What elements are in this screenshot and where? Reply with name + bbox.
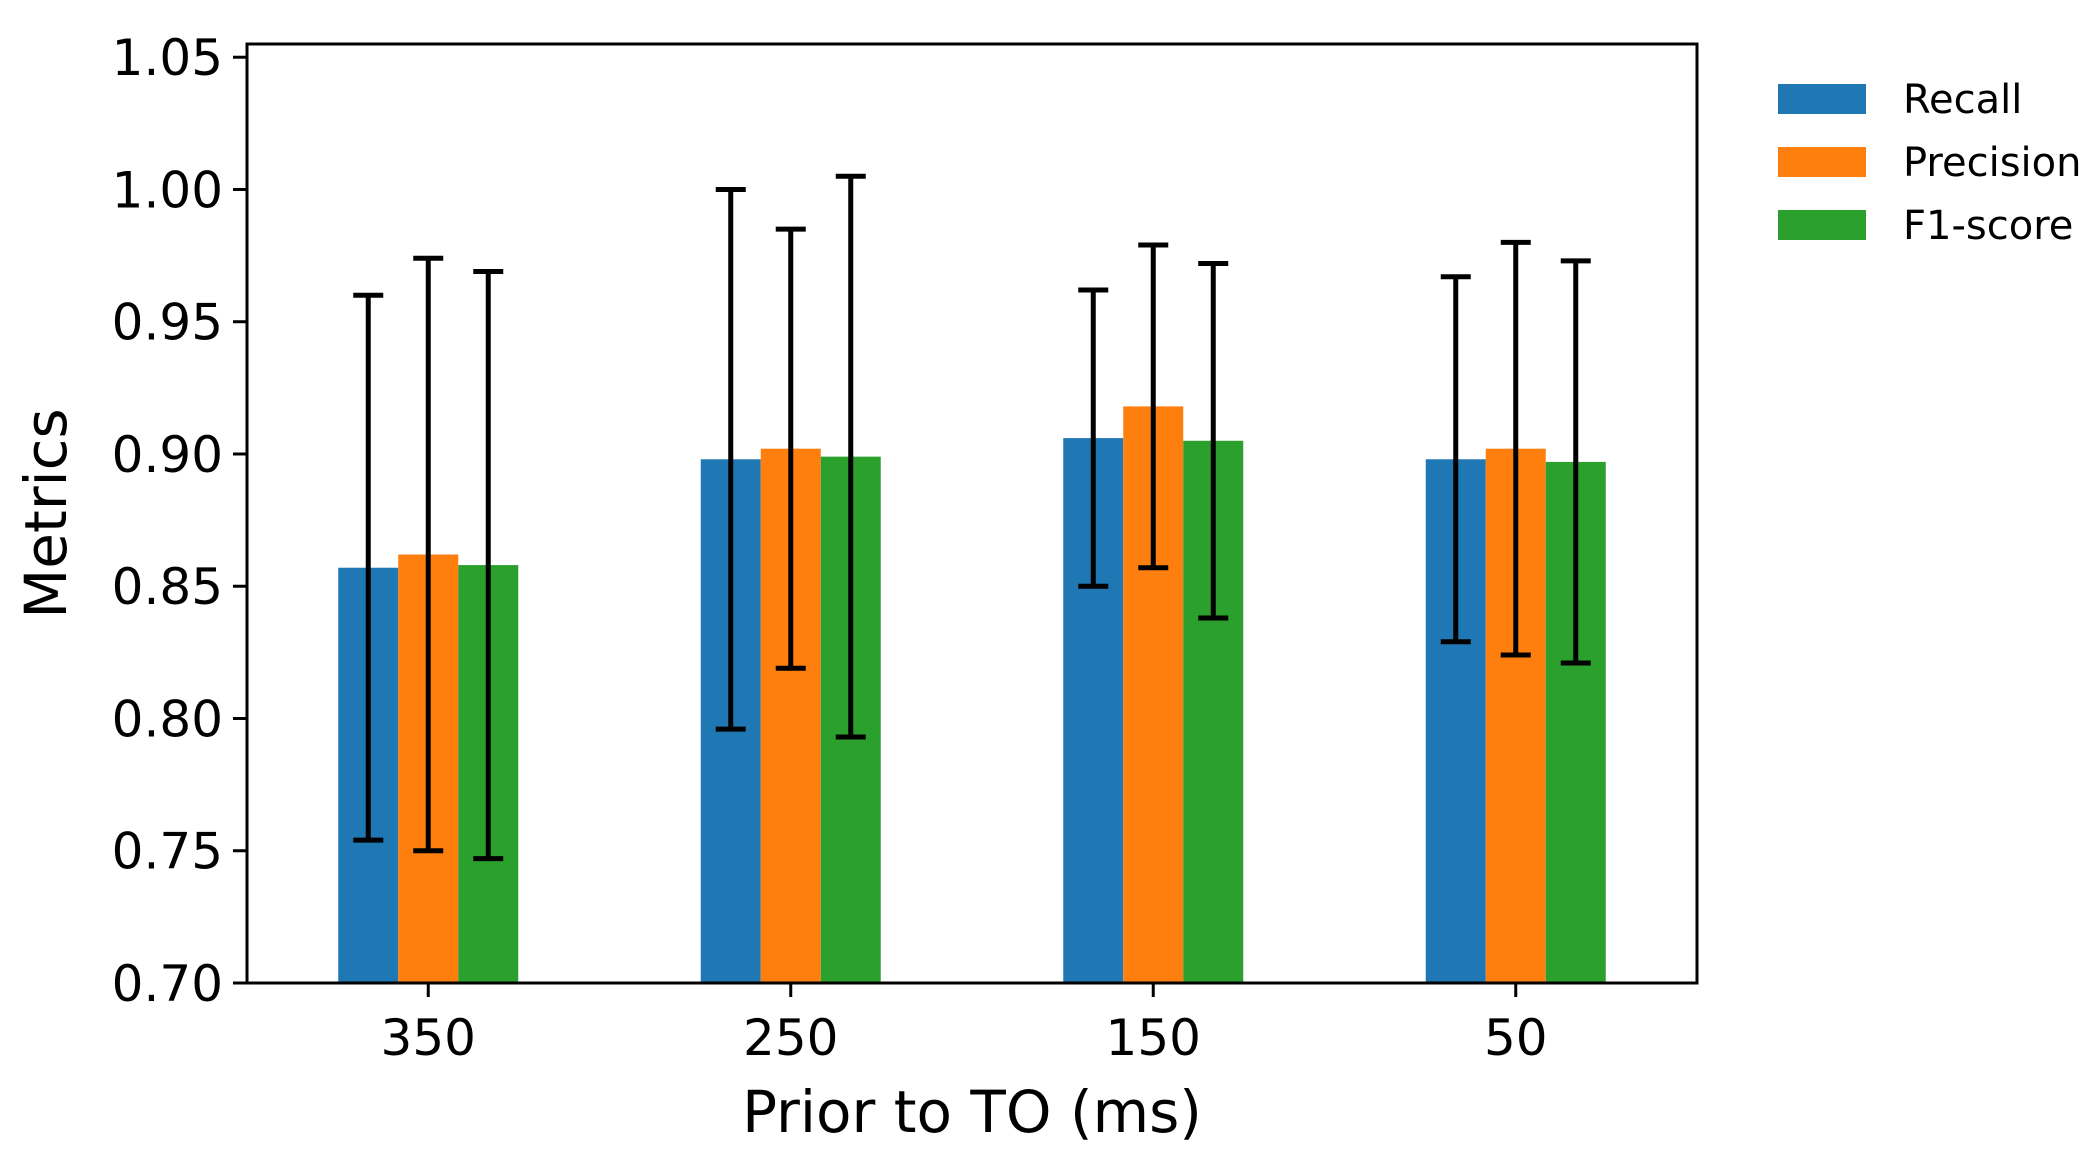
x-tick-label: 250	[743, 1009, 838, 1067]
legend-label: Precision	[1903, 140, 2081, 186]
legend: Recall Precision F1-score	[1778, 77, 2081, 249]
error-bar-precision-250	[775, 226, 806, 671]
y-tick-label: 0.75	[112, 823, 223, 881]
x-tick-label: 350	[381, 1009, 476, 1067]
legend-item-f1-score: F1-score	[1778, 203, 2073, 249]
legend-swatch	[1778, 147, 1866, 177]
error-bar-precision-50	[1500, 239, 1531, 658]
error-bar-recall-350	[353, 292, 384, 843]
legend-swatch	[1778, 84, 1866, 114]
plot-frame	[245, 42, 1699, 985]
y-tick-label: 0.85	[112, 558, 223, 616]
error-bar-f1-score-150	[1198, 261, 1229, 621]
y-tick-label: 0.95	[112, 294, 223, 352]
error-bar-recall-50	[1440, 274, 1471, 645]
error-bar-precision-150	[1138, 242, 1169, 571]
x-tick-label: 150	[1106, 1009, 1201, 1067]
legend-swatch	[1778, 210, 1866, 240]
error-bar-f1-score-50	[1560, 258, 1591, 666]
legend-label: Recall	[1903, 77, 2022, 123]
y-axis-label: Metrics	[12, 408, 80, 619]
legend-item-precision: Precision	[1778, 140, 2081, 186]
error-bar-recall-250	[715, 186, 746, 732]
x-axis-label: Prior to TO (ms)	[742, 1078, 1202, 1146]
error-bar-recall-150	[1078, 287, 1109, 589]
legend-item-recall: Recall	[1778, 77, 2022, 123]
y-tick-label: 0.70	[112, 955, 223, 1013]
error-bars-layer	[353, 173, 1591, 862]
y-tick-label: 0.90	[112, 426, 223, 484]
y-tick-label: 1.05	[112, 29, 223, 87]
error-bar-f1-score-250	[835, 173, 866, 740]
x-axis-ticks: 350 250 150 50	[381, 983, 1548, 1067]
y-tick-label: 1.00	[112, 161, 223, 219]
error-bar-f1-score-350	[473, 268, 504, 862]
y-tick-label: 0.80	[112, 690, 223, 748]
x-tick-label: 50	[1484, 1009, 1548, 1067]
legend-label: F1-score	[1903, 203, 2073, 249]
bars-layer	[338, 406, 1606, 983]
y-axis-ticks: 0.70 0.75 0.80 0.85 0.90 0.95 1.00 1.05	[112, 29, 247, 1013]
error-bar-precision-350	[413, 255, 444, 854]
